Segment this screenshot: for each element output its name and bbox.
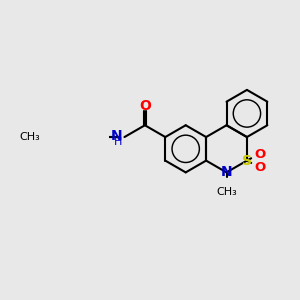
- Text: H: H: [114, 137, 123, 147]
- Text: N: N: [111, 129, 123, 143]
- Text: O: O: [255, 161, 266, 174]
- Text: CH₃: CH₃: [216, 187, 237, 196]
- Text: N: N: [221, 165, 232, 179]
- Text: O: O: [255, 148, 266, 160]
- Text: S: S: [242, 154, 252, 168]
- Text: O: O: [139, 99, 151, 113]
- Text: CH₃: CH₃: [19, 132, 40, 142]
